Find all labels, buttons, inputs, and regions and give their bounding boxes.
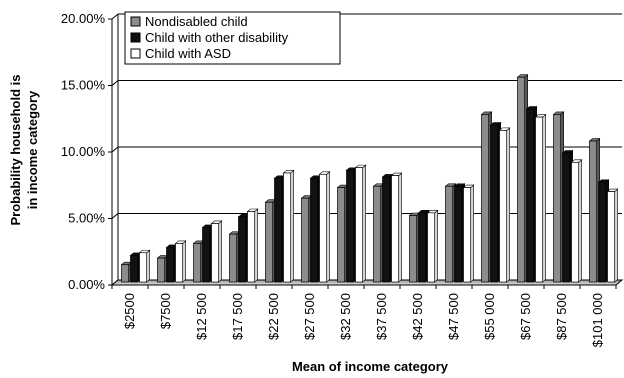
y-tick-label: 20.00% [61,11,106,26]
bar [426,209,439,283]
y-tick-label: 0.00% [68,277,105,292]
bar [210,220,223,283]
x-tick-label: $55 000 [482,293,497,340]
legend-swatch [130,16,141,27]
bar [138,249,151,283]
x-tick-labels: $2500 $7500 $12 500 $17 500 $22 500 $27 500 $3… [122,293,605,347]
legend-label: Child with ASD [145,46,231,61]
y-tick-label: 10.00% [61,144,106,159]
x-tick-label: $27 500 [302,293,317,340]
bar [174,240,187,283]
y-tick-label: 15.00% [61,78,106,93]
x-tick-label: $22 500 [266,293,281,340]
gridline-diagonal [111,213,119,219]
gridline-diagonal [111,13,119,20]
bar [282,169,295,283]
x-tick-label: $101 000 [590,293,605,347]
legend-label: Child with other disability [145,30,289,45]
y-axis-title-line: Probability household is [8,75,23,226]
x-tick-label: $32 500 [338,293,353,340]
y-axis-title: Probability household is in income catego… [8,75,40,226]
legend-swatch [130,48,141,59]
y-tick-label: 5.00% [68,211,105,226]
x-tick-label: $7500 [158,293,173,329]
y-tick-labels: 0.00% 5.00% 10.00% 15.00% 20.00% [61,11,106,292]
legend-box [124,11,341,65]
bar [462,184,475,283]
bar [390,172,403,283]
bar [354,164,367,283]
bars [120,74,619,283]
bar [570,159,583,283]
x-tick-label: $2500 [122,293,137,329]
chart-floor [110,279,624,286]
x-tick-label: $37 500 [374,293,389,340]
gridline-diagonal [111,146,119,153]
bar [318,171,331,283]
floor-plane [110,279,624,286]
legend-label: Nondisabled child [145,14,248,29]
gridline-diagonal [111,80,119,86]
bar [246,208,259,283]
axes [108,14,617,289]
x-tick-label: $42 500 [410,293,425,340]
x-tick-label: $12 500 [194,293,209,340]
y-axis-title-line: in income category [25,90,40,209]
x-tick-label: $47 500 [446,293,461,340]
x-tick-label: $87 500 [554,293,569,340]
x-tick-label: $67 500 [518,293,533,340]
bar [606,188,619,283]
x-axis-title: Mean of income category [292,359,449,374]
x-tick-label: $17 500 [230,293,245,340]
bar [534,113,547,283]
bar [498,127,511,283]
legend-swatch [130,32,141,43]
